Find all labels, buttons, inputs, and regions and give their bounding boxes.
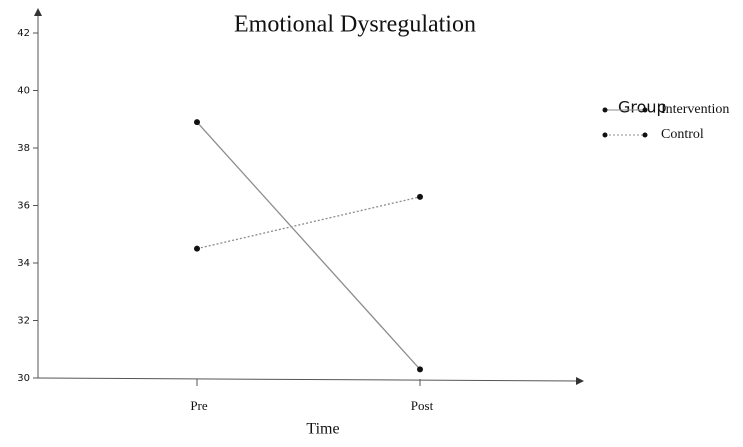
x-tick-label: Post bbox=[411, 398, 434, 413]
y-tick-label: 34 bbox=[17, 258, 30, 269]
data-point bbox=[417, 193, 423, 200]
data-point bbox=[417, 366, 423, 373]
series-line bbox=[196, 196, 421, 250]
x-axis-label: Time bbox=[306, 421, 339, 438]
series-line bbox=[196, 121, 421, 370]
legend-label: Control bbox=[661, 127, 704, 142]
chart-title: Emotional Dysregulation bbox=[234, 12, 476, 38]
legend-title: Group bbox=[618, 98, 667, 117]
y-tick-label: 36 bbox=[17, 201, 30, 212]
y-tick-label: 42 bbox=[17, 28, 30, 39]
legend-dot bbox=[642, 132, 648, 138]
y-tick-label: 38 bbox=[17, 143, 30, 154]
legend-dot bbox=[602, 132, 608, 138]
legend-dot bbox=[642, 107, 648, 113]
x-axis bbox=[37, 376, 584, 385]
data-point bbox=[194, 119, 200, 126]
legend-label: Intervention bbox=[661, 102, 729, 117]
data-point bbox=[194, 245, 200, 252]
y-tick-label: 30 bbox=[17, 373, 30, 384]
legend-dot bbox=[602, 107, 608, 113]
y-tick-label: 40 bbox=[17, 86, 30, 97]
y-tick-label: 32 bbox=[17, 316, 30, 327]
x-tick-label: Pre bbox=[190, 398, 208, 413]
